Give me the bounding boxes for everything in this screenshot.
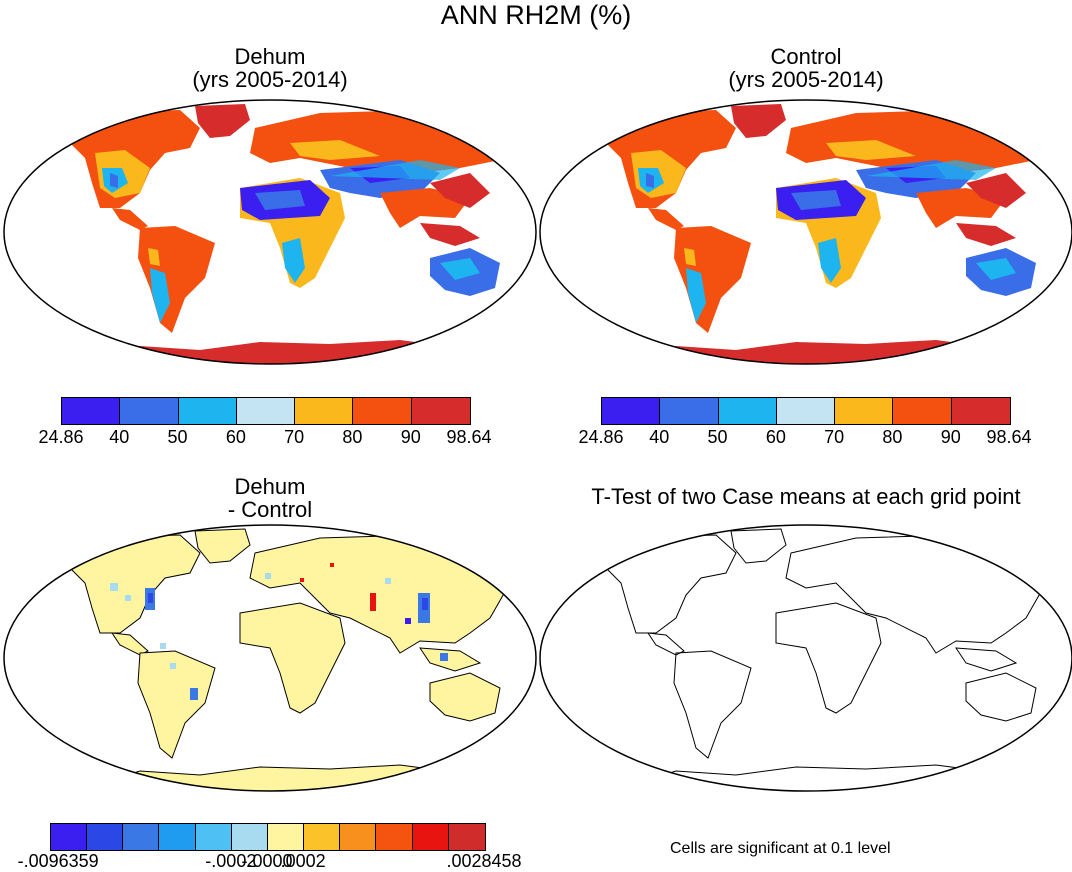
control-title-line1: Control: [770, 44, 842, 69]
difference-colorbar-swatch: [51, 824, 88, 850]
africa-region: [239, 602, 346, 714]
south-america-outline: [673, 650, 752, 759]
dehum-colorbar-swatch: [120, 398, 179, 424]
difference-colorbar-swatch: [267, 824, 305, 850]
difference-colorbar-swatch: [304, 824, 341, 850]
control-colorbar-tick-label: 70: [824, 427, 845, 447]
antarctica-region: [95, 340, 500, 364]
difference-colorbar-swatch: [231, 824, 268, 850]
control-colorbar-tick-label: 98.64: [986, 427, 1032, 447]
difference-colorbar-swatch: [448, 824, 485, 850]
ttest-panel-title: T-Test of two Case means at each grid po…: [591, 484, 1021, 509]
control-colorbar-tick-label: 80: [882, 427, 903, 447]
difference-map: [3, 524, 537, 792]
dehum-colorbar-swatch: [353, 398, 412, 424]
greenland-outline: [730, 528, 787, 564]
difference-colorbar-swatch: [412, 824, 449, 850]
dehum-colorbar-swatch: [236, 398, 296, 424]
south-america-region: [137, 650, 216, 759]
significance-note: Cells are significant at 0.1 level: [670, 840, 891, 857]
figure-title: ANN RH2M (%): [440, 0, 632, 30]
diff-title-line1: Dehum: [234, 474, 306, 499]
diff-panel-title: Dehum - Control: [140, 475, 400, 521]
control-colorbar-swatch: [893, 398, 952, 424]
dehum-colorbar-tick-label: 60: [225, 427, 246, 447]
dehum-map: [3, 99, 537, 365]
indonesia-outline: [955, 647, 1018, 672]
difference-colorbar-swatch: [340, 824, 377, 850]
dehum-title-line1: Dehum: [234, 44, 306, 69]
control-colorbar-swatch: [835, 398, 894, 424]
difference-colorbar-tick-label: -.0000: [241, 851, 293, 871]
difference-colorbar-tick-label: -.0096359: [17, 851, 99, 871]
antarctica-region: [631, 340, 1036, 364]
north-america-outline: [605, 534, 737, 634]
ttest-map: [539, 524, 1072, 792]
dehum-colorbar-tick-label: 90: [400, 427, 421, 447]
africa-outline: [775, 602, 882, 714]
dehum-colorbar-swatch: [62, 398, 121, 424]
difference-colorbar-swatch: [195, 824, 232, 850]
central-america-outline: [646, 632, 685, 656]
dehum-panel-title: Dehum (yrs 2005-2014): [140, 45, 400, 91]
central-america-region: [112, 208, 148, 230]
difference-colorbar: [50, 823, 486, 851]
dehum-colorbar-tick-label: 50: [167, 427, 188, 447]
greenland-region: [194, 528, 251, 564]
antarctica-region: [94, 764, 501, 791]
control-colorbar-tick-label: 50: [707, 427, 728, 447]
australia-region: [429, 672, 501, 722]
control-colorbar-swatch: [951, 398, 1010, 424]
south-america-region: [138, 226, 215, 333]
difference-colorbar-swatch: [87, 824, 124, 850]
control-colorbar-tick-label: 24.86: [578, 427, 624, 447]
central-america-region: [648, 208, 684, 230]
dehum-colorbar-tick-label: 24.86: [38, 427, 84, 447]
south-america-region: [674, 226, 751, 333]
dehum-colorbar-tick-label: 40: [109, 427, 130, 447]
difference-colorbar-swatch: [376, 824, 413, 850]
difference-colorbar-tick-label: .0028458: [446, 851, 522, 871]
dehum-colorbar-swatch: [411, 398, 470, 424]
dehum-colorbar: [61, 397, 471, 425]
north-america-region: [69, 534, 201, 634]
dehum-colorbar-tick-label: 70: [284, 427, 305, 447]
australia-outline: [965, 672, 1037, 722]
control-colorbar-swatch: [718, 398, 777, 424]
greenland-region: [731, 104, 786, 138]
difference-colorbar-swatch: [123, 824, 160, 850]
difference-colorbar-tick-label: -.0002: [205, 851, 257, 871]
indonesia-region: [419, 647, 482, 672]
control-panel-title: Control (yrs 2005-2014): [676, 45, 936, 91]
eurasia-outline: [785, 534, 1057, 654]
control-colorbar-swatch: [776, 398, 836, 424]
difference-anomaly-cells: [110, 563, 448, 700]
dehum-colorbar-tick-label: 80: [342, 427, 363, 447]
control-colorbar-tick-label: 60: [765, 427, 786, 447]
dehum-colorbar-swatch: [295, 398, 354, 424]
difference-colorbar-swatch: [159, 824, 196, 850]
control-colorbar-tick-label: 40: [649, 427, 670, 447]
control-colorbar: [601, 397, 1011, 425]
control-map: [539, 99, 1072, 365]
dehum-colorbar-swatch: [178, 398, 237, 424]
dehum-colorbar-tick-label: 98.64: [446, 427, 492, 447]
central-america-region: [110, 632, 149, 656]
dehum-title-line2: (yrs 2005-2014): [192, 67, 348, 92]
control-title-line2: (yrs 2005-2014): [728, 67, 884, 92]
antarctica-outline: [630, 764, 1037, 786]
control-colorbar-swatch: [660, 398, 719, 424]
diff-title-line2: - Control: [227, 497, 313, 522]
control-colorbar-tick-label: 90: [940, 427, 961, 447]
control-colorbar-swatch: [602, 398, 661, 424]
greenland-region: [195, 104, 250, 138]
difference-colorbar-tick-label: .0002: [280, 851, 326, 871]
